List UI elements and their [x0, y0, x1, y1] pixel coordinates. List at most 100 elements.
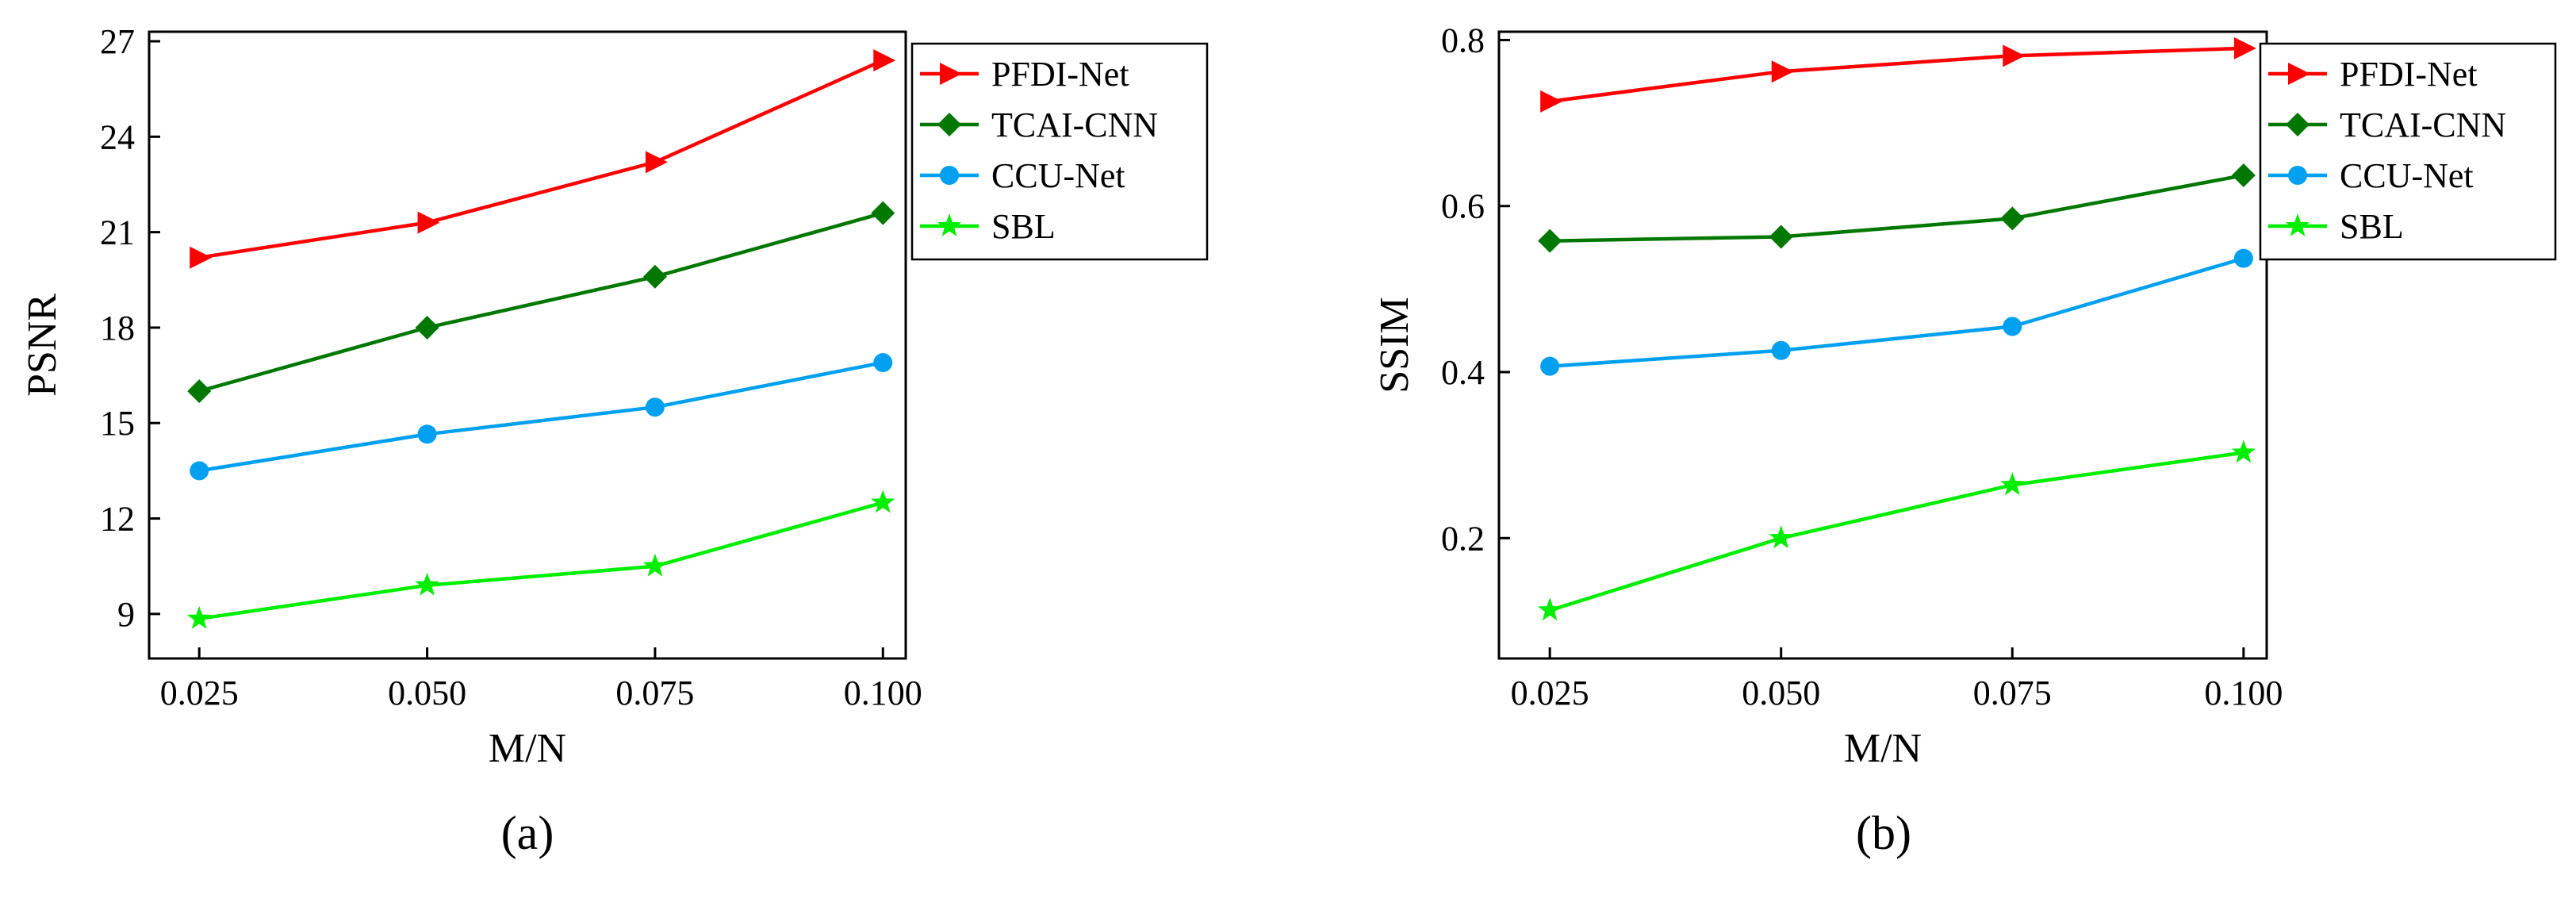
data-point — [1540, 90, 1563, 113]
data-point — [2000, 206, 2025, 231]
legend-marker — [940, 63, 962, 85]
x-tick-label: 0.050 — [1742, 674, 1820, 712]
data-point — [417, 211, 440, 234]
series-pfdi-net — [190, 49, 896, 269]
data-point — [1771, 340, 1791, 360]
legend-item: PFDI-Net — [920, 55, 1129, 94]
data-point — [187, 605, 212, 629]
legend-item: PFDI-Net — [2268, 55, 2478, 94]
data-point — [2233, 248, 2253, 268]
y-tick-label: 12 — [100, 500, 135, 539]
legend-label: PFDI-Net — [991, 55, 1129, 94]
y-axis-title: SSIM — [1372, 297, 1417, 393]
series-line — [198, 501, 884, 621]
panel-label-a: (a) — [501, 807, 554, 859]
x-tick-label: 0.075 — [1973, 674, 2052, 712]
series-line — [1549, 46, 2244, 104]
data-point — [190, 461, 209, 481]
chart-panel-a: 9 12 15 18 21 24 27 0.025 0.050 0.075 0.100 M/N PSNR… — [20, 22, 1209, 859]
series-sbl — [187, 489, 895, 629]
legend-marker — [2285, 213, 2310, 236]
data-point — [1538, 228, 1562, 253]
y-tick-label: 24 — [100, 117, 135, 156]
y-tick-label: 0.8 — [1441, 21, 1485, 60]
data-point — [2233, 36, 2256, 60]
y-tick-label: 0.4 — [1441, 353, 1485, 392]
data-point — [415, 572, 439, 596]
data-point — [1771, 60, 1794, 83]
legend-marker — [940, 166, 959, 185]
y-tick-label: 27 — [100, 22, 135, 61]
legend-box — [910, 42, 1209, 261]
legend-label: PFDI-Net — [2340, 55, 2478, 94]
legend-marker — [937, 213, 962, 236]
x-tick-label: 0.025 — [160, 674, 239, 712]
series-line — [198, 211, 884, 393]
series-ccu-net — [190, 353, 893, 481]
legend: PFDI-Net TCAI-CNN CCU-Net SBL — [2259, 42, 2557, 261]
y-tick-label: 0.2 — [1441, 519, 1485, 558]
data-point — [415, 315, 439, 340]
series-line — [1550, 173, 2244, 243]
data-point — [1540, 356, 1560, 376]
y-axis-title: PSNR — [20, 294, 65, 397]
legend-marker — [2288, 166, 2307, 185]
legend-box — [2259, 42, 2557, 261]
legend-item: CCU-Net — [2268, 156, 2474, 195]
x-axis-title: M/N — [489, 726, 566, 771]
series-tcai-cnn — [187, 201, 895, 404]
series-tcai-cnn — [1538, 163, 2256, 253]
legend-marker — [937, 113, 961, 136]
y-tick-label: 9 — [117, 595, 135, 634]
legend-marker — [2288, 63, 2310, 85]
legend-label: SBL — [2340, 207, 2404, 246]
y-tick-label: 0.6 — [1441, 187, 1485, 226]
data-point — [190, 246, 213, 269]
data-point — [2231, 163, 2256, 188]
x-axis-title: M/N — [1844, 726, 1922, 771]
legend-item: SBL — [920, 207, 1056, 246]
y-tick-label: 18 — [100, 309, 135, 347]
legend-label: CCU-Net — [2340, 156, 2474, 195]
legend-item: SBL — [2268, 207, 2404, 246]
data-point — [645, 151, 668, 174]
series-line — [198, 360, 884, 473]
panel-label-b: (b) — [1856, 807, 1911, 859]
data-point — [1769, 525, 1793, 549]
legend-label: CCU-Net — [991, 156, 1125, 195]
x-tick-label: 0.100 — [844, 674, 922, 712]
data-point — [1769, 225, 1793, 249]
plot-area-frame — [1497, 30, 2268, 660]
series-line — [1549, 451, 2244, 612]
legend-marker — [2286, 113, 2310, 136]
data-point — [645, 397, 665, 417]
series-ccu-net — [1540, 248, 2253, 376]
series-pfdi-net — [1540, 36, 2256, 113]
x-tick-label: 0.100 — [2204, 674, 2283, 712]
chart-panel-b: 0.2 0.4 0.6 0.8 0.025 0.050 0.075 0.100 M/N SSIM P… — [1372, 21, 2557, 859]
data-point — [642, 553, 668, 577]
data-point — [2003, 317, 2022, 336]
series-sbl — [1537, 440, 2256, 621]
plot-area-frame — [148, 30, 907, 660]
data-point — [2003, 44, 2026, 67]
series-line — [1549, 256, 2244, 368]
x-tick-label: 0.025 — [1511, 674, 1589, 712]
legend-label: TCAI-CNN — [2340, 106, 2506, 144]
data-point — [873, 49, 896, 72]
x-tick-label: 0.075 — [615, 674, 694, 712]
y-tick-label: 21 — [100, 213, 135, 252]
legend-label: TCAI-CNN — [991, 106, 1158, 144]
data-point — [417, 424, 437, 444]
series-line — [198, 59, 884, 259]
data-point — [2231, 440, 2256, 463]
data-point — [1537, 597, 1562, 621]
data-point — [871, 489, 895, 513]
data-point — [2000, 472, 2025, 496]
legend-label: SBL — [991, 207, 1056, 246]
x-tick-label: 0.050 — [388, 674, 466, 712]
data-point — [642, 264, 667, 289]
legend-item: TCAI-CNN — [2268, 106, 2506, 144]
legend-item: CCU-Net — [920, 156, 1125, 195]
